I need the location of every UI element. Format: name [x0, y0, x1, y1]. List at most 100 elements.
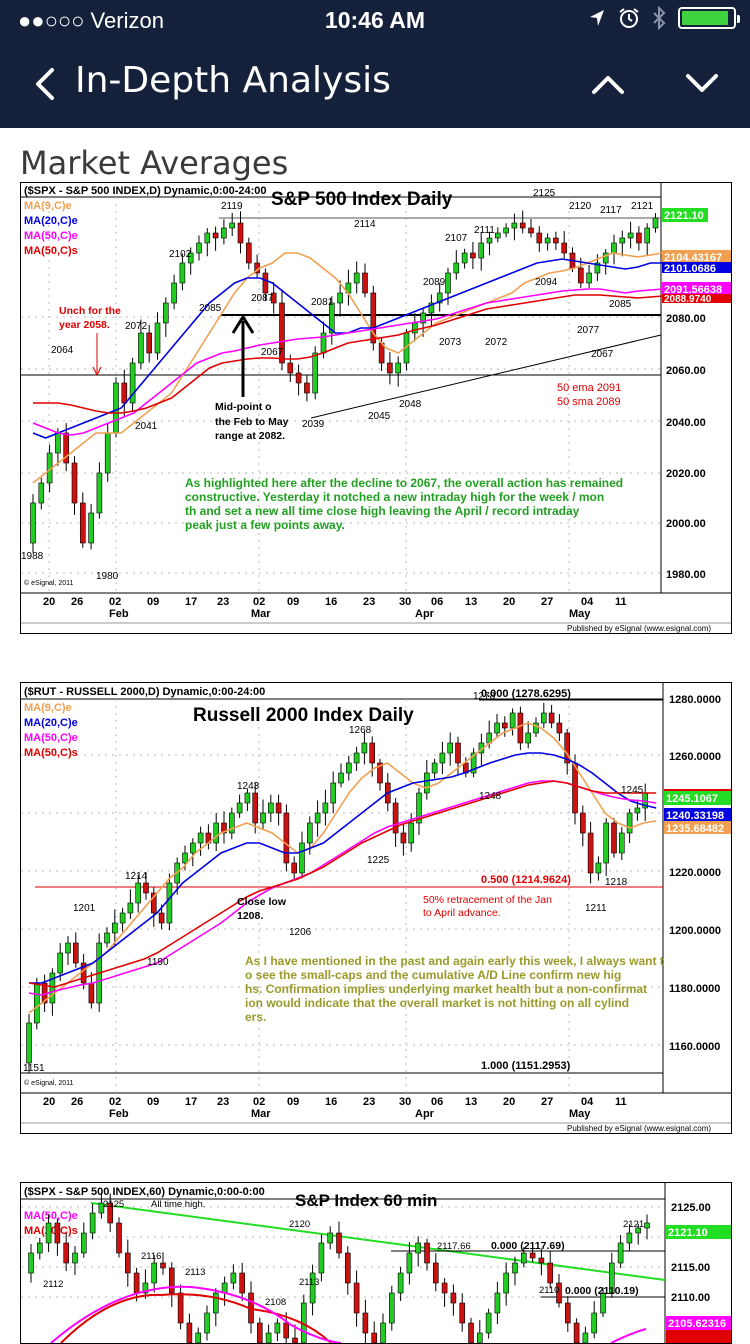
candle-body — [572, 762, 578, 814]
section-title: Market Averages — [20, 144, 289, 182]
candle-body — [556, 722, 563, 734]
candle-body — [270, 292, 277, 304]
candle-body — [387, 362, 393, 374]
candle-body — [279, 302, 285, 364]
candle-body — [369, 742, 376, 764]
candle-body — [96, 472, 103, 514]
candle-body — [330, 782, 337, 804]
candle-body — [275, 802, 282, 814]
candle-body — [519, 222, 526, 229]
candle-body — [591, 1312, 598, 1334]
candle-body — [536, 232, 543, 244]
back-chevron-icon[interactable] — [30, 62, 70, 106]
chart1-price-ma50s: 2088.9740 — [664, 294, 712, 305]
candle-body — [314, 812, 321, 824]
chart2-month: Feb — [109, 1108, 129, 1120]
candle-body — [151, 1262, 157, 1284]
chart-spx-daily: ($SPX - S&P 500 INDEX,D) Dynamic,0:00-24… — [20, 182, 732, 634]
chart1-legend-ma50e: MA(50,C)e — [24, 230, 78, 242]
candle-body — [221, 227, 227, 239]
candle-body — [626, 812, 633, 834]
candle-body — [432, 1262, 439, 1284]
candle-body — [603, 822, 610, 864]
candle-body — [182, 852, 188, 864]
candle-body — [327, 1232, 334, 1244]
previous-chevron-up-icon[interactable] — [586, 64, 630, 104]
candle-body — [112, 922, 118, 934]
candle-body — [237, 222, 244, 244]
peak-label: 1206 — [289, 927, 312, 938]
peak-label: 1211 — [585, 903, 607, 914]
candle-body — [88, 982, 95, 1004]
candle-body — [89, 1212, 96, 1234]
candle-body — [127, 902, 134, 914]
peak-label: 2085 — [199, 303, 222, 314]
candle-body — [113, 382, 119, 434]
chart2-ytick: 1260.0000 — [669, 751, 721, 763]
chart3-ytick: 2125.00 — [671, 1202, 711, 1214]
chart3-price-ma50e: 2105.62316 — [668, 1318, 726, 1330]
candle-body — [626, 1232, 633, 1244]
candle-body — [509, 712, 516, 729]
candle-body — [38, 482, 45, 504]
chart2-annotation-close-low: Close low 1208. — [237, 896, 287, 922]
candle-body — [428, 302, 435, 314]
candle-body — [304, 382, 310, 394]
chart3-fib-top: 0.000 (2117.69) — [491, 1240, 565, 1252]
candle-body — [416, 792, 422, 824]
x-tick-label: 04 — [581, 596, 594, 608]
candle-body — [485, 1312, 492, 1334]
candle-body — [547, 1262, 554, 1284]
candle-body — [246, 242, 252, 264]
moving-average-line — [33, 294, 664, 414]
candle-body — [608, 1262, 615, 1294]
candle-body — [187, 252, 194, 264]
peak-label: 2048 — [399, 399, 422, 410]
x-tick-label: 27 — [541, 1096, 553, 1108]
x-tick-label: 16 — [325, 1096, 337, 1108]
candle-body — [229, 222, 235, 229]
svg-text:Close low: Close low — [237, 896, 287, 908]
peak-label: 2041 — [135, 421, 158, 432]
candle-body — [257, 1322, 263, 1343]
chart2-fib-mid: 0.500 (1214.9624) — [481, 874, 571, 886]
chart2-month: Apr — [415, 1108, 435, 1120]
candle-body — [470, 252, 476, 259]
chart1-month: May — [569, 608, 591, 620]
chart3-header: ($SPX - S&P 500 INDEX,60) Dynamic,0:00-0… — [24, 1186, 265, 1198]
peak-label: 2114 — [354, 219, 376, 230]
candle-body — [371, 1332, 378, 1343]
peak-label: 2121 — [631, 201, 654, 212]
candle-body — [517, 712, 524, 744]
x-tick-label: 09 — [147, 1096, 159, 1108]
candle-body — [212, 232, 219, 239]
candle-body — [392, 802, 399, 834]
chart-rut-daily: ($RUT - RUSSELL 2000,D) Dynamic,0:00-24:… — [20, 682, 732, 1134]
peak-label: 2113 — [185, 1267, 205, 1278]
candle-body — [511, 222, 518, 229]
chart2-ytick: 1280.0000 — [669, 694, 721, 706]
candle-body — [221, 822, 227, 834]
candle-body — [431, 762, 438, 774]
candle-body — [494, 232, 501, 239]
peak-label: 1201 — [73, 903, 96, 914]
peak-label: 2067 — [261, 347, 284, 358]
peak-label: 1151 — [23, 1063, 45, 1074]
candle-body — [450, 1292, 457, 1304]
candle-body — [548, 712, 555, 724]
candle-body — [63, 1242, 70, 1264]
candle-body — [197, 832, 204, 844]
candle-body — [447, 742, 454, 754]
chart1-ytick: 2080.00 — [666, 313, 706, 325]
chart2-commentary: As I have mentioned in the past and agai… — [245, 954, 664, 1024]
chart1-price-ma9: 2104.43167 — [664, 252, 722, 264]
chart2-price-last: 1245.1067 — [666, 793, 718, 805]
candle-body — [230, 1272, 237, 1284]
candle-body — [533, 722, 539, 734]
candle-body — [577, 267, 584, 284]
next-chevron-down-icon[interactable] — [680, 64, 724, 104]
candle-body — [520, 1252, 527, 1264]
x-tick-label: 23 — [217, 596, 229, 608]
peak-label: 2073 — [439, 337, 462, 348]
chart-rut-daily-svg: ($RUT - RUSSELL 2000,D) Dynamic,0:00-24:… — [21, 683, 731, 1133]
